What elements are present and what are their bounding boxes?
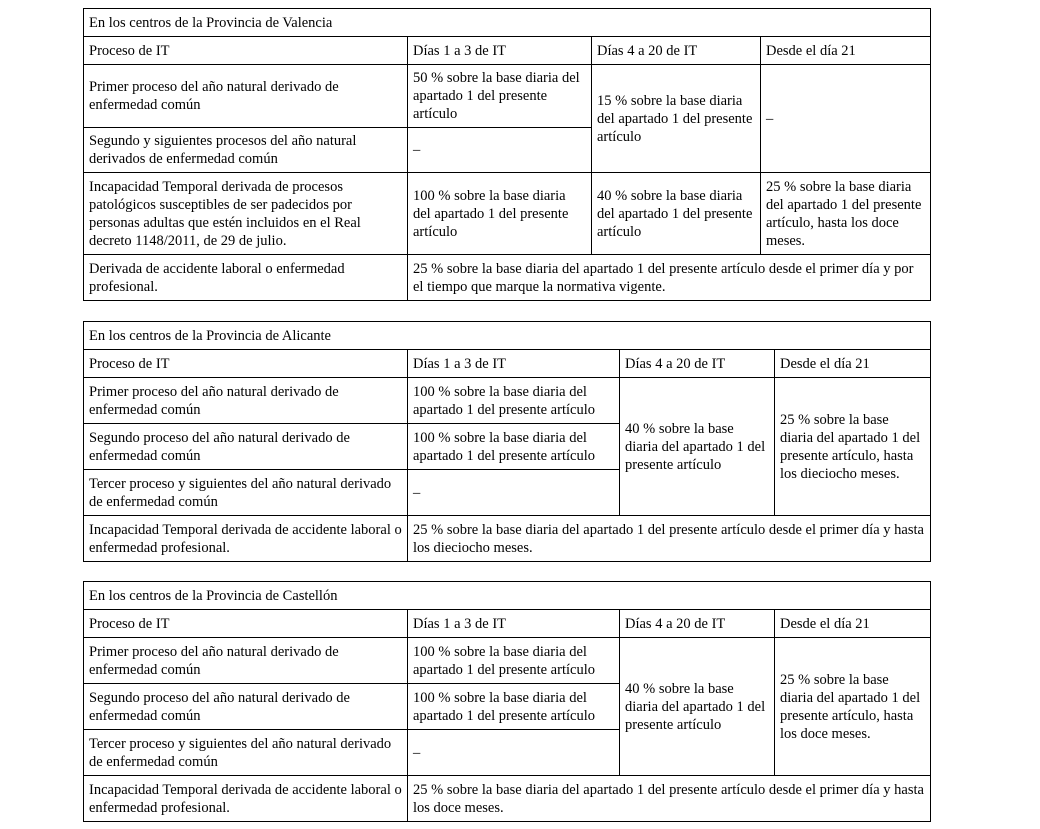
cell: 25 % sobre la base diaria del apartado 1…: [407, 515, 931, 562]
cell: 100 % sobre la base diaria del apartado …: [407, 637, 620, 684]
cell: –: [407, 127, 592, 173]
table-title: En los centros de la Provincia de Alican…: [83, 321, 931, 350]
header-cell: Días 4 a 20 de IT: [619, 349, 775, 378]
row-label: Segundo proceso del año natural derivado…: [83, 423, 408, 470]
cell: 25 % sobre la base diaria del apartado 1…: [773, 637, 932, 776]
header-cell: Días 1 a 3 de IT: [407, 609, 620, 638]
row-label: Incapacidad Temporal derivada de acciden…: [83, 515, 408, 562]
cell: –: [407, 469, 620, 516]
cell: –: [407, 729, 620, 776]
castellon-table: En los centros de la Provincia de Castel…: [82, 581, 932, 822]
header-cell: Proceso de IT: [83, 609, 408, 638]
cell: 100 % sobre la base diaria del apartado …: [407, 377, 620, 424]
header-cell: Desde el día 21: [759, 36, 932, 65]
row-label: Incapacidad Temporal derivada de proceso…: [83, 172, 408, 255]
header-cell: Días 4 a 20 de IT: [619, 609, 775, 638]
cell: 100 % sobre la base diaria del apartado …: [407, 172, 592, 255]
row-label: Tercer proceso y siguientes del año natu…: [83, 729, 408, 776]
header-cell: Días 1 a 3 de IT: [407, 36, 592, 65]
header-cell: Desde el día 21: [773, 609, 932, 638]
row-label: Incapacidad Temporal derivada de acciden…: [83, 775, 408, 822]
header-cell: Proceso de IT: [83, 349, 408, 378]
cell: 25 % sobre la base diaria del apartado 1…: [406, 775, 932, 822]
table-title: En los centros de la Provincia de Castel…: [82, 581, 932, 610]
cell: 40 % sobre la base diaria del apartado 1…: [619, 637, 775, 776]
row-label: Derivada de accidente laboral o enfermed…: [83, 254, 408, 301]
header-cell: Proceso de IT: [83, 36, 408, 65]
cell: 100 % sobre la base diaria del apartado …: [407, 683, 620, 730]
cell: 40 % sobre la base diaria del apartado 1…: [591, 172, 761, 255]
cell: 25 % sobre la base diaria del apartado 1…: [774, 377, 931, 516]
row-label: Tercer proceso y siguientes del año natu…: [83, 469, 408, 516]
row-label: Primer proceso del año natural derivado …: [83, 637, 408, 684]
cell: 15 % sobre la base diaria del apartado 1…: [591, 64, 761, 173]
cell: 25 % sobre la base diaria del apartado 1…: [406, 254, 932, 301]
row-label: Primer proceso del año natural derivado …: [83, 64, 408, 128]
row-label: Segundo y siguientes procesos del año na…: [83, 127, 408, 173]
cell: 100 % sobre la base diaria del apartado …: [407, 423, 620, 470]
cell: –: [759, 64, 932, 173]
valencia-table: En los centros de la Provincia de Valenc…: [82, 8, 932, 301]
header-cell: Días 1 a 3 de IT: [407, 349, 620, 378]
table-title: En los centros de la Provincia de Valenc…: [82, 8, 932, 37]
row-label: Primer proceso del año natural derivado …: [83, 377, 408, 424]
header-cell: Desde el día 21: [774, 349, 931, 378]
cell: 40 % sobre la base diaria del apartado 1…: [619, 377, 775, 516]
row-label: Segundo proceso del año natural derivado…: [83, 683, 408, 730]
header-cell: Días 4 a 20 de IT: [591, 36, 761, 65]
cell: 25 % sobre la base diaria del apartado 1…: [759, 172, 932, 255]
cell: 50 % sobre la base diaria del apartado 1…: [407, 64, 592, 128]
alicante-table: En los centros de la Provincia de Alican…: [83, 321, 931, 562]
